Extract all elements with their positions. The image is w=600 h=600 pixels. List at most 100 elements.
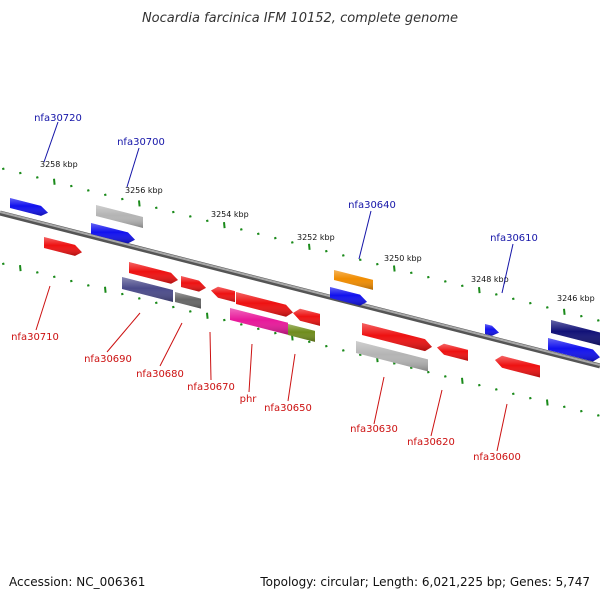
tick xyxy=(52,275,56,279)
tick xyxy=(562,405,566,409)
tick xyxy=(154,301,158,305)
scale-label: 3248 kbp xyxy=(471,275,509,284)
gene-arrow-shading xyxy=(122,277,173,302)
tick xyxy=(223,222,226,229)
tick xyxy=(273,331,277,335)
gene-arrow-shading xyxy=(288,324,315,342)
gene-label[interactable]: nfa30630 xyxy=(350,424,398,435)
tick xyxy=(171,305,175,309)
tick xyxy=(188,310,192,313)
tick xyxy=(358,353,362,357)
tick xyxy=(69,279,73,283)
tick xyxy=(528,301,532,305)
tick xyxy=(206,312,209,319)
gene-label[interactable]: nfa30680 xyxy=(136,369,184,380)
tick xyxy=(596,414,600,417)
gene-features xyxy=(10,198,600,378)
tick xyxy=(409,271,413,275)
gene-arrow-shading xyxy=(485,324,499,336)
scale-label: 3246 kbp xyxy=(557,294,595,303)
tick xyxy=(138,200,141,207)
tick xyxy=(18,171,22,175)
tick xyxy=(426,370,430,374)
tick xyxy=(35,176,39,179)
scale-labels: 3258 kbp 3256 kbp 3254 kbp 3252 kbp 3250… xyxy=(40,160,595,303)
tick xyxy=(137,297,141,300)
tick xyxy=(239,228,243,231)
gene-label[interactable]: nfa30690 xyxy=(84,354,132,365)
tick xyxy=(426,275,430,279)
tick xyxy=(53,178,56,185)
tick xyxy=(545,306,549,309)
gene-arrow-shading xyxy=(175,292,201,309)
gene-label[interactable]: nfa30600 xyxy=(473,452,521,463)
tick xyxy=(443,280,447,283)
tick-marks xyxy=(1,167,600,417)
gene-label[interactable]: phr xyxy=(240,394,258,405)
gene-arrow-shading xyxy=(236,292,293,317)
tick xyxy=(103,193,107,197)
gene-label[interactable]: nfa30710 xyxy=(11,332,59,343)
tick xyxy=(256,327,260,331)
gene-label[interactable]: nfa30640 xyxy=(348,200,396,211)
backbone-line xyxy=(0,210,600,369)
tick xyxy=(393,265,396,272)
tick xyxy=(205,219,209,223)
tick xyxy=(19,265,22,272)
gene-label[interactable]: nfa30650 xyxy=(264,403,312,414)
tick xyxy=(239,323,243,326)
scale-label: 3258 kbp xyxy=(40,160,78,169)
scale-label: 3256 kbp xyxy=(125,186,163,195)
tick xyxy=(579,314,583,318)
gene-label[interactable]: nfa30670 xyxy=(187,382,235,393)
tick xyxy=(256,232,260,236)
tick xyxy=(307,340,311,344)
tick xyxy=(86,284,90,287)
tick xyxy=(494,388,498,391)
tick xyxy=(104,286,107,293)
gene-arrow-shading xyxy=(548,338,600,362)
gene-arrow-shading xyxy=(362,323,432,352)
gene-arrow-shading xyxy=(330,287,367,306)
tick xyxy=(596,319,600,322)
tick xyxy=(494,293,498,296)
gene-arrow-shading xyxy=(10,198,48,216)
gene-label[interactable]: nfa30720 xyxy=(34,113,82,124)
gene-labels-reverse: nfa30710 nfa30690 nfa30680 nfa30670 phr … xyxy=(11,332,521,463)
tick xyxy=(1,262,5,266)
tick xyxy=(546,399,549,406)
gene-labels-forward: nfa30720 nfa30700 nfa30640 nfa30610 xyxy=(34,113,538,244)
tick xyxy=(188,215,192,218)
tick xyxy=(392,362,396,365)
gene-label[interactable]: nfa30610 xyxy=(490,233,538,244)
gene-arrow-shading xyxy=(211,286,235,303)
tick xyxy=(443,375,447,378)
tick xyxy=(154,206,158,210)
tick xyxy=(478,287,481,294)
gene-label[interactable]: nfa30700 xyxy=(117,137,165,148)
gene-arrow-shading xyxy=(181,276,206,292)
tick xyxy=(579,409,583,413)
gene-arrow-shading xyxy=(334,270,373,290)
tick xyxy=(461,377,464,384)
gene-arrow-shading xyxy=(356,341,428,372)
gene-arrow-shading xyxy=(129,262,178,284)
scale-label: 3252 kbp xyxy=(297,233,335,242)
gene-arrow-shading xyxy=(96,205,143,228)
scale-label: 3250 kbp xyxy=(384,254,422,263)
tick xyxy=(563,308,566,315)
gene-arrow-shading xyxy=(437,343,468,361)
tick xyxy=(511,297,515,301)
gene-arrow-shading xyxy=(293,308,320,326)
gene-arrow-shading xyxy=(551,320,600,346)
tick xyxy=(528,396,532,400)
tick xyxy=(324,344,328,348)
tick xyxy=(290,241,294,244)
tick xyxy=(409,366,413,370)
tick xyxy=(460,284,464,288)
label-leader-lines xyxy=(35,121,514,452)
tick xyxy=(86,189,90,192)
gene-label[interactable]: nfa30620 xyxy=(407,437,455,448)
tick xyxy=(120,197,124,201)
